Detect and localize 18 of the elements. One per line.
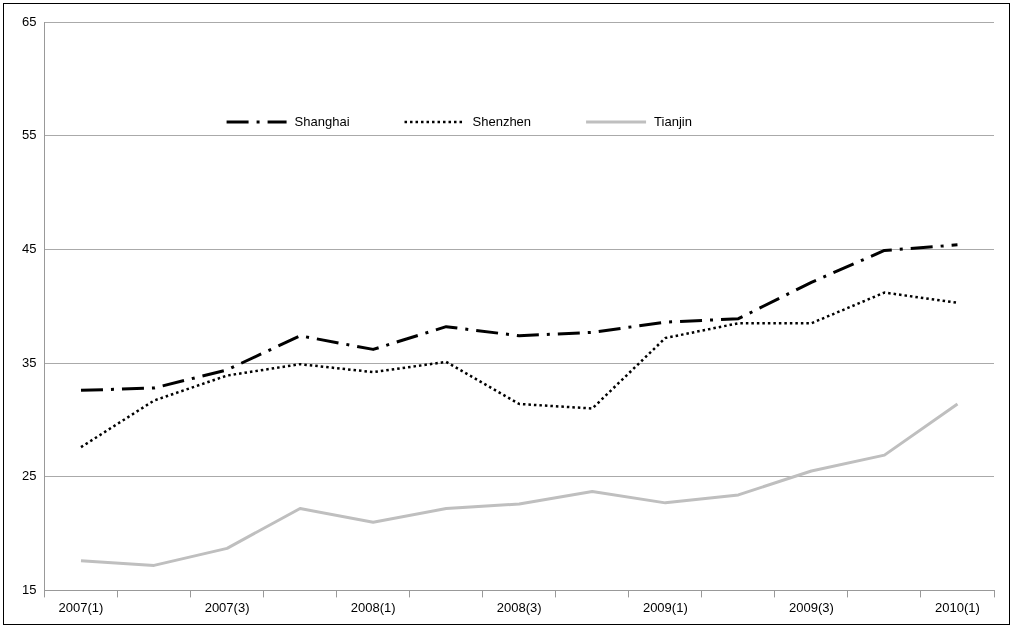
- y-tick-label: 25: [21, 468, 37, 484]
- legend-label: Tianjin: [654, 113, 692, 129]
- y-tick-label: 35: [21, 354, 37, 370]
- line-series: [79, 291, 959, 449]
- x-tick-label: 2008(1): [350, 599, 396, 615]
- x-tick-label: 2009(1): [642, 599, 688, 615]
- x-tick-label: 2007(3): [204, 599, 250, 615]
- x-tick-label: 2008(3): [496, 599, 542, 615]
- x-tick-label: 2010(1): [935, 599, 980, 615]
- legend-label: Shenzhen: [472, 113, 532, 129]
- y-tick-label: 45: [21, 240, 37, 256]
- legend-label: Shanghai: [294, 113, 350, 129]
- line-series: [79, 243, 959, 392]
- y-tick-label: 55: [21, 127, 37, 143]
- y-tick-label: 15: [21, 581, 37, 597]
- x-tick-label: 2009(3): [788, 599, 834, 615]
- x-tick-label: 2007(1): [58, 599, 104, 615]
- y-tick-label: 65: [21, 13, 37, 29]
